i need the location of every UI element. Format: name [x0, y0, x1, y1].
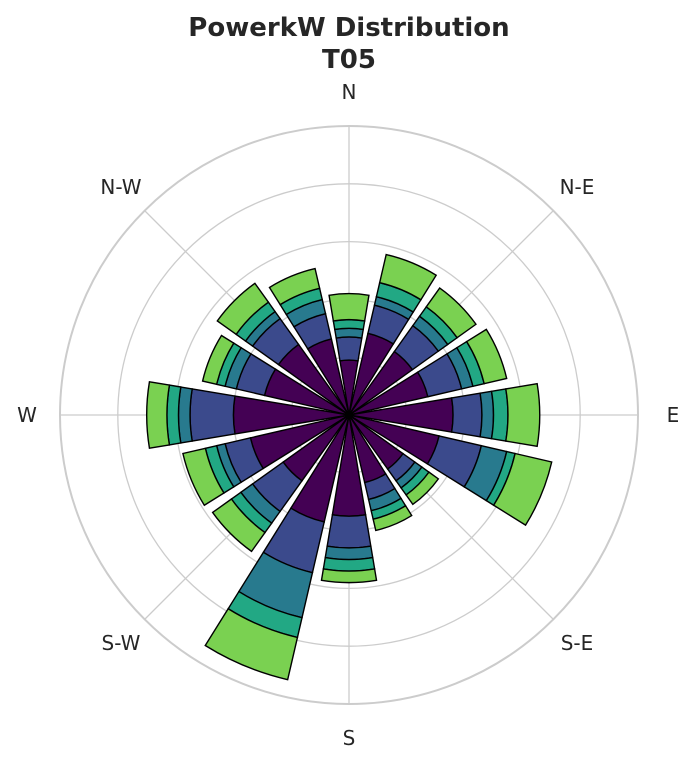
- windrose-bar-segment: [326, 513, 372, 549]
- windrose-bar-segment: [166, 384, 182, 446]
- windrose-bar-segment: [492, 452, 553, 527]
- windrose-bar-segment: [268, 267, 321, 306]
- windrose-bar-segment: [328, 292, 370, 322]
- windrose-bar-segment: [320, 568, 378, 584]
- windrose-bar-segment: [450, 392, 483, 438]
- windrose-bar-segment: [211, 498, 266, 553]
- direction-label-s: S: [343, 726, 356, 750]
- chart-title-line-1: PowerkW Distribution: [188, 13, 509, 43]
- windrose-bar-segment: [201, 334, 235, 386]
- windrose-bar-segment: [177, 386, 194, 444]
- direction-label-nw: N-W: [100, 175, 141, 199]
- direction-label-w: W: [17, 403, 37, 427]
- windrose-bar-segment: [490, 388, 509, 442]
- windrose-bar-segment: [479, 390, 495, 440]
- windrose-bar-segment: [504, 382, 541, 448]
- windrose-bar-segment: [378, 253, 438, 301]
- direction-label-se: S-E: [561, 631, 594, 655]
- windrose-bar-segment: [465, 328, 508, 385]
- windrose-bars: [145, 253, 553, 681]
- windrose-bar-segment: [333, 327, 365, 339]
- windrose-bar-segment: [425, 287, 477, 339]
- chart-title-line-2: T05: [322, 45, 376, 75]
- windrose-bar-segment: [322, 556, 376, 572]
- windrose-bar-segment: [189, 388, 236, 442]
- direction-label-sw: S-W: [102, 631, 141, 655]
- direction-labels: N N-E E S-E S S-W W N-W: [17, 80, 679, 750]
- windrose-bar-segment: [332, 318, 366, 331]
- windrose-bar-segment: [372, 504, 413, 532]
- windrose-bar-segment: [182, 447, 225, 507]
- windrose-bar-segment: [335, 336, 363, 362]
- direction-label-n: N: [342, 80, 357, 104]
- windrose-bar-segment: [204, 607, 299, 681]
- windrose-bar-segment: [405, 471, 440, 506]
- windrose-bar-segment: [324, 545, 374, 561]
- windrose-bar-segment: [216, 282, 270, 336]
- direction-label-e: E: [667, 403, 680, 427]
- windrose-bar-segment: [145, 380, 171, 450]
- direction-label-ne: N-E: [560, 175, 595, 199]
